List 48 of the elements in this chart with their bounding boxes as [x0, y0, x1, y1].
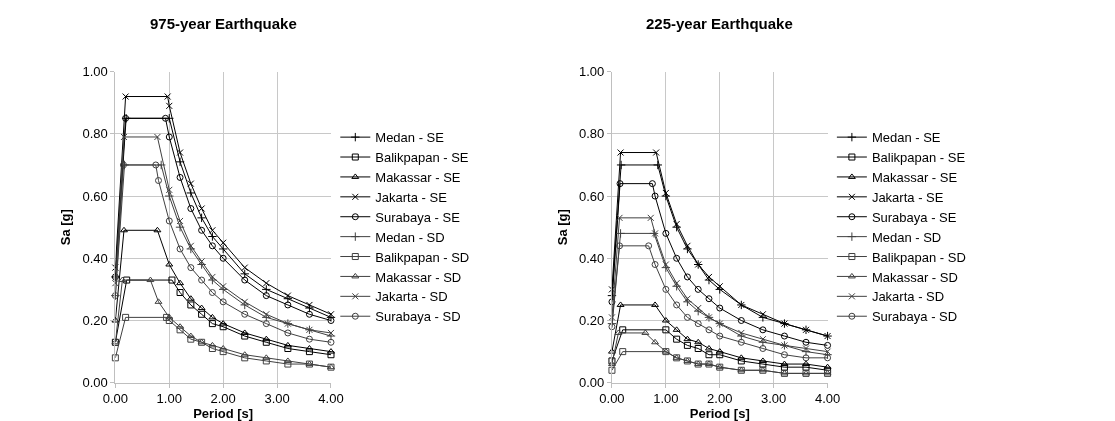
legend-label: Jakarta - SE — [871, 189, 944, 205]
x-axis-title: Period [s] — [689, 406, 750, 421]
y-tick-label: 1.00 — [579, 64, 605, 80]
legend-label: Makassar - SD — [871, 269, 958, 285]
chart-title: 225-year Earthquake — [646, 15, 793, 32]
legend-label: Balikpapan - SE — [375, 150, 469, 166]
legend-label: Balikpapan - SD — [871, 249, 966, 265]
y-tick-label: 0.20 — [82, 313, 108, 329]
x-tick-label: 2.00 — [707, 391, 733, 407]
y-tick-label: 0.20 — [579, 313, 605, 329]
y-tick-label: 0.00 — [82, 375, 108, 391]
legend-label: Medan - SE — [871, 130, 941, 146]
x-tick-label: 4.00 — [318, 391, 344, 407]
x-axis-title: Period [s] — [193, 406, 254, 421]
legend-label: Medan - SD — [375, 229, 445, 245]
y-tick-label: 0.40 — [579, 250, 605, 266]
legend-label: Makassar - SE — [375, 170, 461, 185]
legend-label: Medan - SE — [375, 130, 445, 146]
x-tick-label: 2.00 — [210, 391, 236, 407]
x-tick-label: 1.00 — [156, 391, 182, 407]
x-tick-label: 3.00 — [264, 391, 290, 407]
y-tick-label: 0.80 — [82, 126, 108, 142]
x-tick-label: 0.00 — [599, 391, 625, 407]
legend-label: Jakarta - SD — [871, 289, 945, 305]
legend-label: Makassar - SD — [375, 269, 462, 285]
y-tick-label: 1.00 — [82, 64, 108, 80]
legend-label: Surabaya - SE — [871, 209, 957, 225]
legend-label: Jakarta - SD — [375, 289, 448, 305]
y-axis-title: Sa [g] — [554, 209, 570, 246]
y-tick-label: 0.60 — [82, 188, 108, 204]
x-tick-label: 4.00 — [814, 391, 841, 407]
legend-label: Medan - SD — [871, 229, 942, 245]
legend-label: Balikpapan - SE — [871, 150, 966, 166]
legend-label: Surabaya - SE — [375, 209, 461, 225]
y-tick-label: 0.60 — [579, 188, 605, 204]
y-axis-title: Sa [g] — [58, 209, 74, 246]
y-tick-label: 0.40 — [82, 250, 108, 266]
x-tick-label: 3.00 — [761, 391, 787, 407]
chart-title: 975-year Earthquake — [150, 15, 297, 32]
y-tick-label: 0.00 — [579, 375, 605, 391]
legend-label: Makassar - SE — [871, 170, 958, 185]
legend-label: Surabaya - SD — [871, 309, 958, 325]
legend-label: Jakarta - SE — [375, 189, 448, 205]
x-tick-label: 1.00 — [653, 391, 679, 407]
x-tick-label: 0.00 — [102, 391, 129, 407]
legend-label: Surabaya - SD — [375, 309, 461, 325]
legend-label: Balikpapan - SD — [375, 249, 470, 265]
y-tick-label: 0.80 — [579, 126, 605, 142]
